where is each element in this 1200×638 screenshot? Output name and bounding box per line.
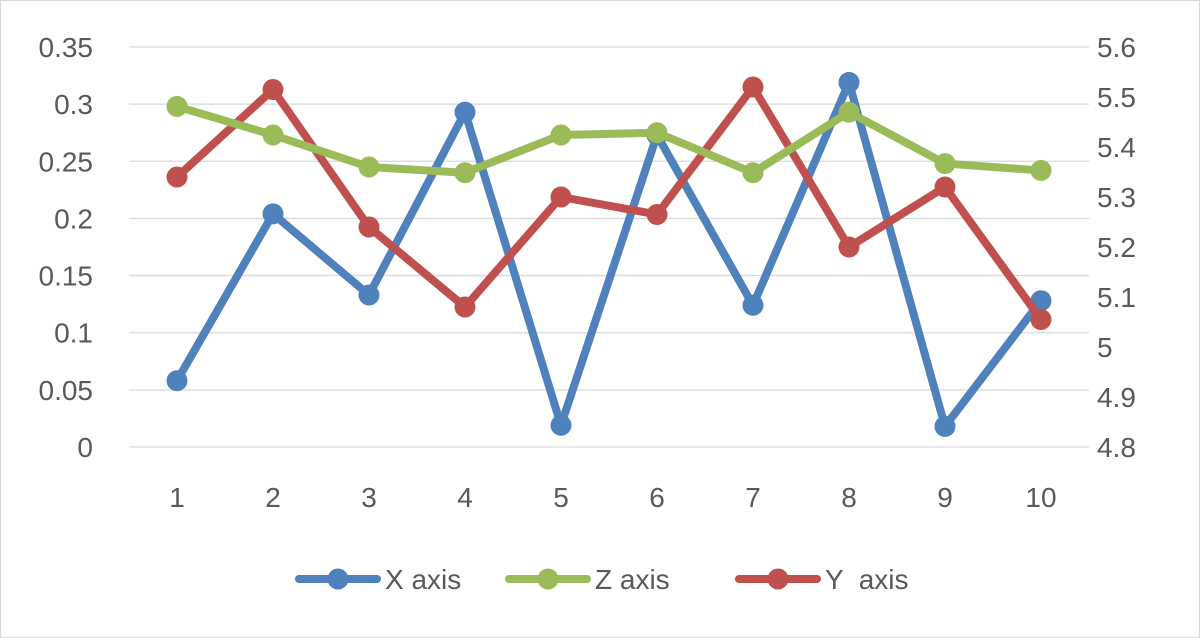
x-axis-tick-label: 9 xyxy=(937,482,953,513)
data-point xyxy=(742,76,764,98)
data-point xyxy=(358,156,380,178)
x-axis-tick-label: 5 xyxy=(553,482,569,513)
series-layer xyxy=(166,71,1052,437)
legend-label: Y axis xyxy=(825,564,909,595)
left-axis-tick-label: 0.15 xyxy=(39,261,94,292)
data-point xyxy=(646,204,668,225)
x-axis-tick-label: 1 xyxy=(169,482,185,513)
data-point xyxy=(262,124,284,146)
right-axis-tick-label: 5.4 xyxy=(1097,132,1136,163)
legend-item: Y axis xyxy=(735,564,909,595)
data-point xyxy=(550,186,572,208)
x-axis-tick-label: 8 xyxy=(841,482,857,513)
legend: X axis Z axis Y axis xyxy=(295,564,909,595)
data-point xyxy=(838,101,860,123)
right-axis-tick-label: 5.3 xyxy=(1097,182,1136,213)
left-axis-ticks: 0 0.05 0.1 0.15 0.2 0.25 0.3 0.35 xyxy=(39,32,94,463)
data-point xyxy=(454,162,476,184)
data-point xyxy=(838,236,860,258)
right-axis-tick-label: 4.9 xyxy=(1097,382,1136,413)
right-axis-ticks: 4.8 4.9 5 5.1 5.2 5.3 5.4 5.5 5.6 xyxy=(1097,32,1136,463)
right-axis-tick-label: 5.5 xyxy=(1097,82,1136,113)
x-axis-tick-label: 6 xyxy=(649,482,665,513)
data-point xyxy=(1030,309,1052,330)
data-point xyxy=(646,122,668,144)
data-point xyxy=(742,162,764,184)
left-axis-tick-label: 0.25 xyxy=(39,146,94,177)
data-point xyxy=(262,79,284,100)
data-point xyxy=(550,124,572,146)
right-axis-tick-label: 5.1 xyxy=(1097,282,1136,313)
series-line xyxy=(173,83,1045,324)
x-axis-tick-label: 4 xyxy=(457,482,473,513)
data-point xyxy=(1030,159,1052,181)
right-axis-tick-label: 4.8 xyxy=(1097,432,1136,463)
data-point xyxy=(934,153,956,175)
legend-marker xyxy=(537,568,559,590)
series-y-axis xyxy=(166,76,1052,330)
data-point xyxy=(454,296,476,318)
series-z-axis xyxy=(166,95,1052,184)
left-axis-tick-label: 0.1 xyxy=(54,318,93,349)
legend-label: Z axis xyxy=(595,564,670,595)
right-axis-tick-label: 5 xyxy=(1097,332,1113,363)
left-axis-tick-label: 0 xyxy=(77,432,93,463)
data-point xyxy=(358,284,380,306)
left-axis-tick-label: 0.05 xyxy=(39,375,94,406)
left-axis-tick-label: 0.35 xyxy=(39,32,94,63)
gridlines xyxy=(129,46,1089,448)
data-point xyxy=(166,95,188,117)
data-point xyxy=(838,71,860,93)
x-axis-tick-label: 7 xyxy=(745,482,761,513)
legend-marker xyxy=(327,568,349,590)
data-point xyxy=(934,176,956,198)
data-point xyxy=(166,166,188,188)
data-point xyxy=(454,101,476,123)
x-axis-tick-label: 3 xyxy=(361,482,377,513)
x-axis-tick-label: 10 xyxy=(1025,482,1056,513)
legend-item: X axis xyxy=(295,564,461,595)
x-axis-tick-label: 2 xyxy=(265,482,281,513)
left-axis-tick-label: 0.3 xyxy=(54,89,93,120)
right-axis-tick-label: 5.2 xyxy=(1097,232,1136,263)
legend-label: X axis xyxy=(385,564,461,595)
data-point xyxy=(934,415,956,437)
data-point xyxy=(262,203,284,225)
data-point xyxy=(742,294,764,316)
legend-item: Z axis xyxy=(505,564,670,595)
data-point xyxy=(550,414,572,436)
right-axis-tick-label: 5.6 xyxy=(1097,32,1136,63)
data-point xyxy=(358,216,380,238)
series-line xyxy=(173,102,1045,177)
data-point xyxy=(166,370,188,392)
legend-marker xyxy=(767,568,789,590)
left-axis-tick-label: 0.2 xyxy=(54,203,93,234)
series-line xyxy=(173,78,1045,431)
x-axis-ticks: 1 2 3 4 5 6 7 8 9 10 xyxy=(169,482,1056,513)
